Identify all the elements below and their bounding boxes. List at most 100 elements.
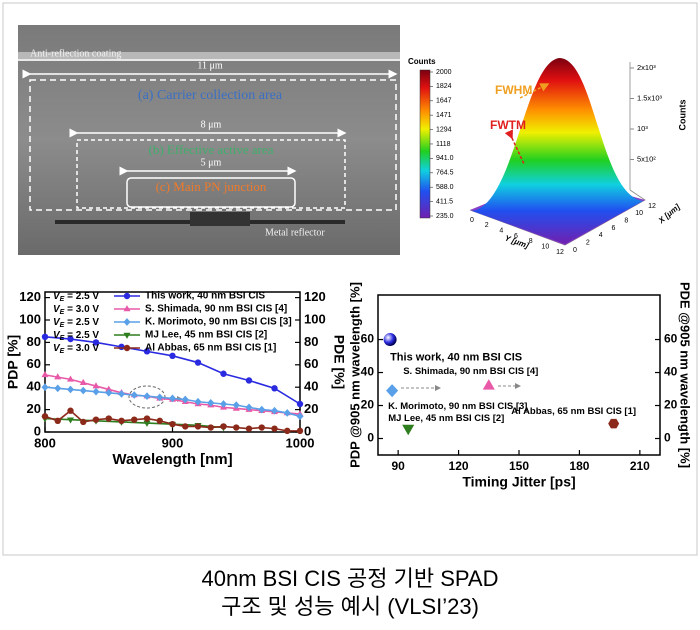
point xyxy=(156,393,164,402)
bias-symbol: V xyxy=(53,304,61,315)
y-tick-label: 12 xyxy=(556,249,564,256)
point xyxy=(41,383,49,392)
x-tick-label: 0 xyxy=(573,247,577,254)
legend-bias: VE = 2.5 V xyxy=(53,317,99,329)
y-tick-label: 120 xyxy=(19,289,41,304)
fwtm-label: FWTM xyxy=(490,118,526,132)
point xyxy=(92,382,100,389)
width-label: 8 μm xyxy=(201,119,222,130)
x-tick-label: 800 xyxy=(34,435,56,450)
y-tick-label: 60 xyxy=(27,356,41,371)
legend-marker xyxy=(123,292,131,300)
colorbar xyxy=(419,69,431,219)
y-tick-label: 40 xyxy=(27,379,41,394)
x-tick-label: 180 xyxy=(569,459,589,473)
y2-tick-label: 20 xyxy=(304,401,318,416)
point-label: MJ Lee, 45 nm BSI CIS [2] xyxy=(388,413,504,424)
colorbar-tick-label: 764.5 xyxy=(436,170,454,177)
point xyxy=(156,417,163,424)
caption: 구조 및 성능 예시 (VLSI’23) xyxy=(221,594,479,619)
point xyxy=(245,377,253,384)
point xyxy=(130,391,138,399)
point xyxy=(118,343,125,351)
point-label: Al Abbas, 65 nm BSI CIS [1] xyxy=(511,406,636,417)
legend-marker xyxy=(123,318,131,326)
point xyxy=(402,424,415,436)
bias-value: = 2.5 V xyxy=(64,291,99,302)
area-label: (c) Main PN junction xyxy=(156,179,267,194)
point xyxy=(245,425,253,432)
y2-tick-label: 40 xyxy=(304,379,318,394)
x-axis-title: Timing Jitter [ps] xyxy=(462,474,575,490)
point xyxy=(143,420,151,427)
bias-value: = 2.5 V xyxy=(64,330,99,341)
y-tick-label: 2 xyxy=(485,222,489,229)
point xyxy=(143,348,151,355)
bias-symbol: V xyxy=(53,343,61,354)
legend-label: S. Shimada, 90 nm BSI CIS [4] xyxy=(145,304,287,315)
x-tick-label: 6 xyxy=(612,225,616,232)
point xyxy=(207,399,215,407)
point xyxy=(220,370,227,377)
fwhm-label: FWHM xyxy=(495,83,532,97)
point xyxy=(296,427,304,435)
bias-symbol: V xyxy=(53,291,61,302)
y-tick-label: 0 xyxy=(367,431,374,445)
colorbar-tick-label: 1647 xyxy=(436,98,452,105)
point xyxy=(220,423,227,430)
bias-subscript: E xyxy=(60,322,65,329)
point xyxy=(92,387,100,396)
point xyxy=(67,335,74,343)
point xyxy=(169,420,176,428)
z-axis-label: Counts xyxy=(677,100,687,131)
x-tick-label: 900 xyxy=(162,435,184,450)
point xyxy=(66,375,75,382)
coating-layer xyxy=(18,52,400,60)
colorbar-tick-label: 1294 xyxy=(436,126,452,133)
point xyxy=(143,392,151,400)
reflector-label: Metal reflector xyxy=(265,227,325,238)
point xyxy=(79,386,87,395)
y2-tick-label: 120 xyxy=(304,289,326,304)
width-label: 5 μm xyxy=(201,157,222,168)
bias-value: = 3.0 V xyxy=(64,304,99,315)
point xyxy=(66,385,75,394)
point xyxy=(105,385,113,392)
bias-subscript: E xyxy=(60,335,65,342)
point xyxy=(67,407,74,414)
point xyxy=(181,395,189,404)
x-tick-label: 8 xyxy=(624,218,628,225)
point xyxy=(296,400,304,408)
point xyxy=(41,371,49,378)
point xyxy=(271,425,278,432)
x-axis-title: Wavelength [nm] xyxy=(112,451,232,468)
width-label: 11 μm xyxy=(197,60,222,71)
legend-marker xyxy=(123,305,131,312)
x-tick-label: 120 xyxy=(449,459,469,473)
y-tick-label: 4 xyxy=(499,228,503,235)
y2-axis-title: PDE @905 nm wavelength [%] xyxy=(678,282,693,468)
point xyxy=(232,401,240,409)
x-tick-label: 12 xyxy=(648,203,656,210)
bias-symbol: V xyxy=(53,330,61,341)
point xyxy=(54,417,61,424)
y-tick-label: 6 xyxy=(514,233,518,240)
point xyxy=(233,424,240,431)
colorbar-title: Counts xyxy=(408,57,436,66)
y-tick-label: 0 xyxy=(34,423,41,438)
point xyxy=(80,418,87,426)
point xyxy=(66,417,75,424)
point xyxy=(386,384,399,398)
figure-frame xyxy=(2,2,698,556)
bias-symbol: V xyxy=(53,317,61,328)
legend-bias: VE = 3.0 V xyxy=(53,304,99,316)
y2-tick-label: 60 xyxy=(304,356,318,371)
point-label: S. Shimada, 90 nm BSI CIS [4] xyxy=(403,366,538,377)
point xyxy=(245,403,253,412)
bias-value: = 2.5 V xyxy=(64,317,99,328)
fwhm-arrow xyxy=(519,83,550,99)
point xyxy=(608,418,620,429)
legend-label: This work, 40 nm BSI CIS xyxy=(145,291,265,302)
x-tick-label: 4 xyxy=(599,232,603,239)
